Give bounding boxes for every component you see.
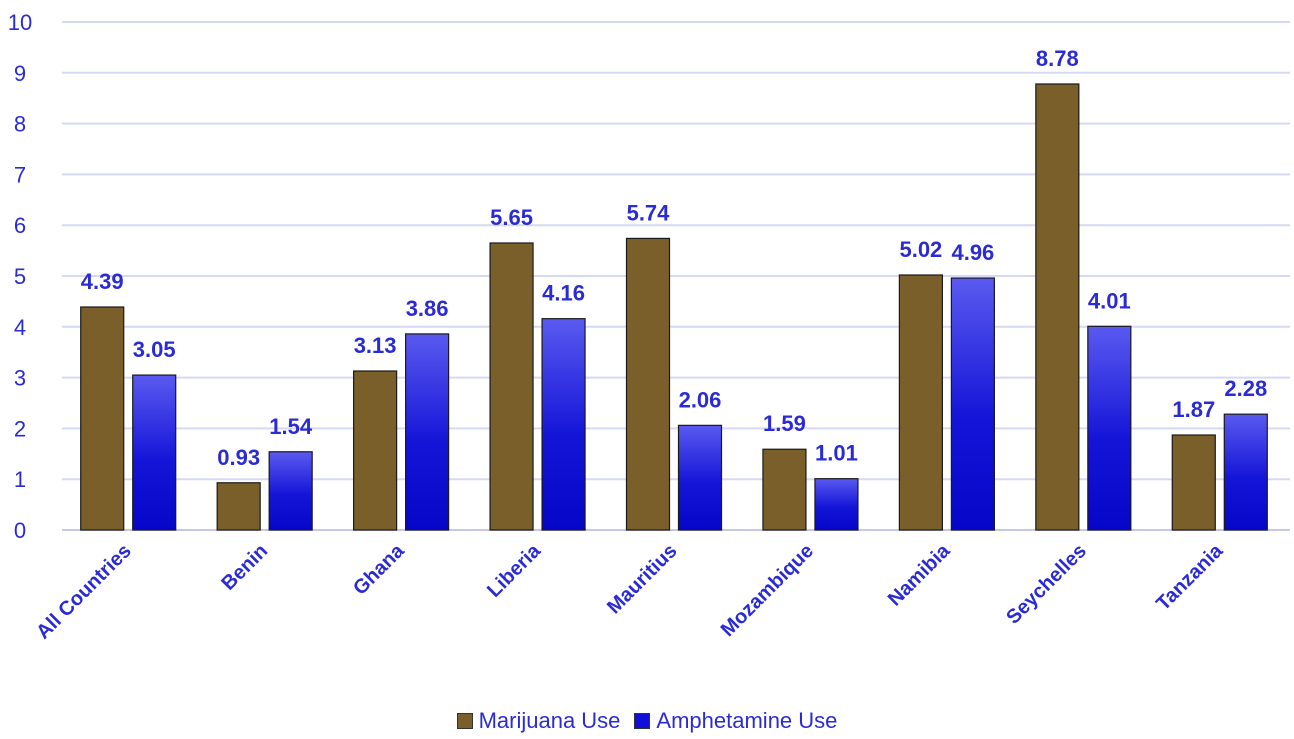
x-tick-label: Mauritius <box>603 540 681 618</box>
bar-amphetamine <box>1087 325 1132 531</box>
data-label: 2.06 <box>679 387 722 412</box>
legend-item-marijuana: Marijuana Use <box>456 708 621 734</box>
y-tick-label: 0 <box>14 518 26 543</box>
bar-amphetamine <box>405 333 450 531</box>
bar-marijuana <box>489 242 534 531</box>
bar-chart: 0 1 2 3 4 5 6 7 8 9 10 4.39 3.05 0.93 1.54 3.13 3.86 5.6… <box>8 10 1290 644</box>
data-label: 4.96 <box>951 240 994 265</box>
bar-amphetamine <box>814 478 859 531</box>
x-tick-label: All Countries <box>32 540 136 644</box>
bar-amphetamine <box>268 451 313 531</box>
data-label: 1.59 <box>763 411 806 436</box>
y-tick-label: 5 <box>14 264 26 289</box>
bar-marijuana <box>1035 83 1080 531</box>
legend-label-amphetamine: Amphetamine Use <box>656 708 838 733</box>
data-label: 1.54 <box>269 414 313 439</box>
x-axis: All Countries Benin Ghana Liberia Mauritius M… <box>32 539 1228 643</box>
data-label: 4.01 <box>1088 288 1131 313</box>
bar-marijuana <box>80 306 125 531</box>
bar-marijuana <box>898 274 943 531</box>
y-tick-label: 8 <box>14 112 26 137</box>
y-tick-label: 3 <box>14 366 26 391</box>
bar-marijuana <box>762 448 807 531</box>
data-label: 1.01 <box>815 441 858 466</box>
bar-amphetamine <box>677 424 723 531</box>
x-tick-label: Liberia <box>483 539 546 602</box>
bars <box>80 83 1268 531</box>
bar-amphetamine <box>1223 413 1268 531</box>
x-tick-label: Mozambique <box>717 540 818 641</box>
x-tick-label: Tanzania <box>1152 539 1228 615</box>
data-label: 3.13 <box>354 333 397 358</box>
data-label: 0.93 <box>217 445 260 470</box>
x-tick-label: Namibia <box>884 539 955 610</box>
data-label: 1.87 <box>1172 397 1215 422</box>
data-labels: 4.39 3.05 0.93 1.54 3.13 3.86 5.65 4.16 5.74 2.06… <box>81 46 1267 470</box>
bar-marijuana <box>216 482 261 531</box>
data-label: 5.02 <box>899 237 942 262</box>
data-label: 8.78 <box>1036 46 1079 71</box>
data-label: 4.16 <box>542 281 585 306</box>
y-tick-label: 9 <box>14 61 26 86</box>
bar-amphetamine <box>132 374 177 531</box>
legend: Marijuana Use Amphetamine Use <box>0 708 1294 734</box>
legend-item-amphetamine: Amphetamine Use <box>634 708 837 734</box>
y-tick-label: 4 <box>14 315 26 340</box>
data-label: 3.86 <box>406 296 449 321</box>
y-tick-label: 10 <box>8 10 32 35</box>
y-tick-label: 7 <box>14 162 26 187</box>
data-label: 5.74 <box>627 200 671 225</box>
x-tick-label: Benin <box>217 540 272 595</box>
y-axis: 0 1 2 3 4 5 6 7 8 9 10 <box>8 10 32 543</box>
y-tick-label: 1 <box>14 467 26 492</box>
legend-label-marijuana: Marijuana Use <box>478 708 621 733</box>
x-tick-label: Seychelles <box>1002 540 1091 629</box>
bar-amphetamine <box>541 318 586 531</box>
legend-swatch-amphetamine <box>634 713 651 729</box>
y-tick-label: 6 <box>14 213 26 238</box>
legend-swatch-marijuana <box>456 713 473 729</box>
bar-marijuana <box>1171 434 1216 531</box>
data-label: 4.39 <box>81 269 124 294</box>
data-label: 3.05 <box>133 337 176 362</box>
bar-amphetamine <box>950 277 995 531</box>
gridlines <box>62 21 1290 531</box>
bar-marijuana <box>625 237 671 531</box>
bar-marijuana <box>353 370 398 531</box>
data-label: 2.28 <box>1224 376 1267 401</box>
y-tick-label: 2 <box>14 416 26 441</box>
data-label: 5.65 <box>490 205 533 230</box>
x-tick-label: Ghana <box>349 539 409 599</box>
